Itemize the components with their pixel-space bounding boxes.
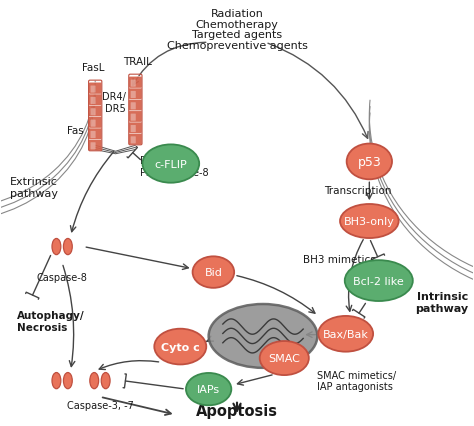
FancyBboxPatch shape xyxy=(89,83,102,95)
FancyBboxPatch shape xyxy=(91,98,96,105)
FancyBboxPatch shape xyxy=(131,103,136,110)
Text: DR4/
DR5: DR4/ DR5 xyxy=(102,92,126,113)
FancyBboxPatch shape xyxy=(129,77,142,89)
Text: Autophagy/
Necrosis: Autophagy/ Necrosis xyxy=(17,311,85,332)
FancyBboxPatch shape xyxy=(131,92,136,99)
Ellipse shape xyxy=(346,144,392,180)
Text: Chemotherapy: Chemotherapy xyxy=(196,20,278,30)
Ellipse shape xyxy=(90,373,99,389)
Text: Targeted agents: Targeted agents xyxy=(192,30,282,40)
FancyBboxPatch shape xyxy=(89,106,102,118)
Ellipse shape xyxy=(192,257,234,288)
FancyBboxPatch shape xyxy=(91,109,96,116)
FancyBboxPatch shape xyxy=(131,114,136,121)
Text: SMAC: SMAC xyxy=(268,353,300,363)
Text: Caspase-3, -7: Caspase-3, -7 xyxy=(66,400,133,410)
Ellipse shape xyxy=(143,145,199,183)
FancyBboxPatch shape xyxy=(131,137,136,144)
FancyBboxPatch shape xyxy=(129,88,142,100)
Ellipse shape xyxy=(64,373,72,389)
Text: TRAIL: TRAIL xyxy=(123,57,152,66)
FancyBboxPatch shape xyxy=(89,117,102,129)
FancyBboxPatch shape xyxy=(89,128,102,140)
Ellipse shape xyxy=(345,261,413,301)
Text: IAPs: IAPs xyxy=(197,384,220,394)
FancyBboxPatch shape xyxy=(129,111,142,123)
FancyBboxPatch shape xyxy=(89,94,102,106)
Text: FasL: FasL xyxy=(82,63,104,73)
Text: Bax/Bak: Bax/Bak xyxy=(323,329,369,339)
FancyBboxPatch shape xyxy=(91,86,96,93)
Ellipse shape xyxy=(186,373,231,406)
Text: Transcription: Transcription xyxy=(324,185,391,196)
Text: Bcl-2 like: Bcl-2 like xyxy=(354,276,404,286)
Text: Apoptosis: Apoptosis xyxy=(196,403,278,417)
Text: Radiation: Radiation xyxy=(210,9,264,19)
Text: SMAC mimetics/
IAP antagonists: SMAC mimetics/ IAP antagonists xyxy=(318,370,396,391)
FancyBboxPatch shape xyxy=(89,140,102,151)
FancyBboxPatch shape xyxy=(91,120,96,127)
Text: BH3-only: BH3-only xyxy=(344,216,395,227)
Ellipse shape xyxy=(260,341,309,375)
FancyBboxPatch shape xyxy=(129,134,142,146)
Ellipse shape xyxy=(52,239,61,255)
FancyBboxPatch shape xyxy=(91,132,96,139)
Ellipse shape xyxy=(64,239,72,255)
FancyBboxPatch shape xyxy=(129,100,142,112)
FancyBboxPatch shape xyxy=(131,126,136,133)
FancyBboxPatch shape xyxy=(91,143,96,150)
Text: DISC: DISC xyxy=(140,155,164,166)
Text: Bid: Bid xyxy=(204,268,222,277)
Text: BH3 mimetics: BH3 mimetics xyxy=(303,255,376,265)
Ellipse shape xyxy=(209,304,318,368)
Ellipse shape xyxy=(318,316,373,352)
FancyBboxPatch shape xyxy=(129,122,142,134)
Text: Chemopreventive agents: Chemopreventive agents xyxy=(166,41,308,51)
Text: Extrinsic
pathway: Extrinsic pathway xyxy=(10,177,58,198)
Ellipse shape xyxy=(52,373,61,389)
Text: Fas: Fas xyxy=(67,125,83,135)
Text: Intrinsic
pathway: Intrinsic pathway xyxy=(415,291,469,313)
Text: p53: p53 xyxy=(357,155,381,169)
Ellipse shape xyxy=(155,329,206,365)
FancyBboxPatch shape xyxy=(131,81,136,87)
Text: Cyto c: Cyto c xyxy=(161,342,200,352)
Ellipse shape xyxy=(101,373,110,389)
Text: Pro-caspase-8: Pro-caspase-8 xyxy=(140,167,209,177)
Ellipse shape xyxy=(340,204,399,239)
Text: Caspase-8: Caspase-8 xyxy=(36,273,88,282)
Text: c-FLIP: c-FLIP xyxy=(155,159,187,169)
